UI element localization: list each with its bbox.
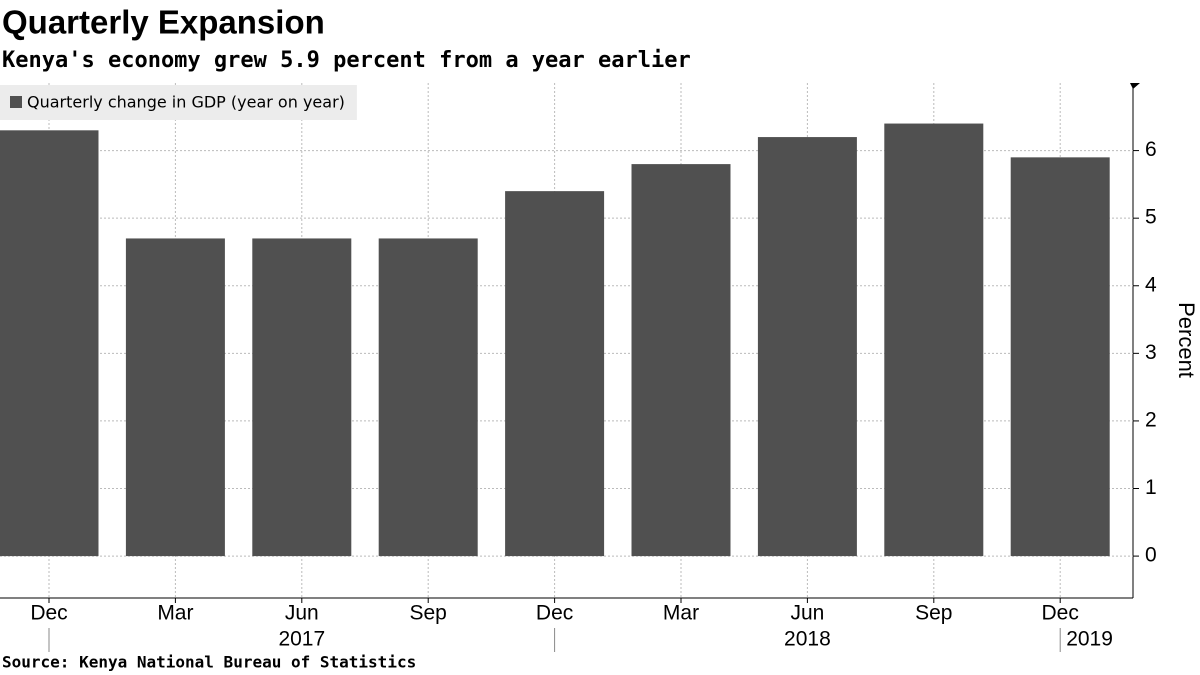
x-year-label: 2019 (1066, 628, 1113, 651)
y-tick-label: 1 (1145, 476, 1157, 499)
y-tick-label: 4 (1145, 273, 1157, 296)
bar (378, 238, 478, 557)
y-tick-label: 2 (1145, 408, 1157, 431)
bar (505, 191, 605, 557)
source-note: Source: Kenya National Bureau of Statist… (2, 653, 416, 672)
bar (884, 123, 984, 557)
bar (0, 130, 99, 557)
legend-label: Quarterly change in GDP (year on year) (27, 93, 345, 112)
x-year-label: 2018 (784, 628, 831, 651)
chart-title: Quarterly Expansion (2, 4, 325, 41)
legend: Quarterly change in GDP (year on year) (0, 85, 357, 120)
bar (1010, 157, 1110, 557)
x-tick-label: Sep (410, 602, 447, 625)
x-tick-label: Dec (1042, 602, 1079, 625)
y-tick-label: 5 (1145, 206, 1157, 229)
x-tick-label: Mar (157, 602, 193, 625)
chart-subtitle: Kenya's economy grew 5.9 percent from a … (2, 48, 691, 73)
x-tick-label: Jun (790, 602, 824, 625)
bar (252, 238, 352, 557)
y-tick-label: 3 (1145, 341, 1157, 364)
y-tick-label: 0 (1145, 544, 1157, 567)
legend-swatch (10, 96, 22, 108)
x-tick-label: Dec (536, 602, 573, 625)
bar (631, 164, 731, 557)
legend-box (0, 85, 357, 120)
x-tick-label: Sep (915, 602, 952, 625)
x-tick-label: Mar (663, 602, 699, 625)
x-year-label: 2017 (278, 628, 325, 651)
axis-arrow (1130, 83, 1140, 89)
y-tick-label: 6 (1145, 138, 1157, 161)
bar (757, 137, 857, 557)
x-tick-label: Dec (30, 602, 67, 625)
y-axis-label: Percent (1174, 302, 1199, 378)
bar (125, 238, 225, 557)
x-tick-label: Jun (285, 602, 319, 625)
